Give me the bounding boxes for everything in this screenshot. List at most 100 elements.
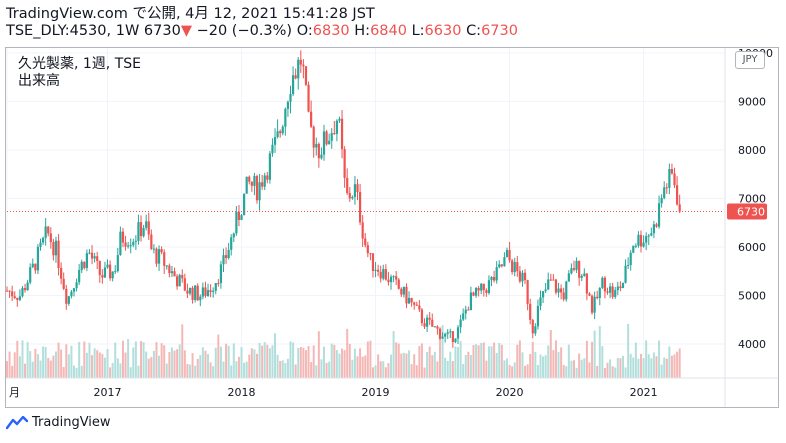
candle-body bbox=[57, 240, 60, 268]
candle-body bbox=[660, 197, 663, 204]
candle-body bbox=[454, 338, 457, 343]
volume-bar bbox=[668, 346, 671, 378]
volume-bar bbox=[459, 341, 462, 378]
volume-bar bbox=[348, 343, 351, 378]
candle-body bbox=[312, 126, 315, 148]
footer-brand[interactable]: TradingView bbox=[6, 415, 111, 430]
volume-bar bbox=[341, 348, 344, 378]
candle-body bbox=[503, 257, 506, 267]
volume-bar bbox=[670, 355, 673, 378]
currency-button[interactable]: JPY bbox=[735, 51, 765, 69]
candle-body bbox=[199, 296, 202, 301]
candle-body bbox=[98, 261, 101, 276]
candle-body bbox=[266, 175, 269, 180]
volume-bar bbox=[207, 354, 210, 378]
volume-bar bbox=[129, 367, 132, 378]
chart-frame[interactable] bbox=[5, 47, 779, 408]
tradingview-logo-icon bbox=[6, 415, 28, 429]
volume-bar bbox=[353, 348, 356, 378]
candle-body bbox=[498, 264, 501, 268]
candle-body bbox=[678, 204, 681, 212]
volume-bar bbox=[160, 343, 163, 378]
candle-body bbox=[214, 282, 217, 291]
volume-bar bbox=[397, 343, 400, 378]
candle-body bbox=[227, 249, 230, 259]
candle-body bbox=[255, 176, 259, 201]
volume-bar bbox=[480, 342, 483, 378]
volume-bar bbox=[57, 342, 60, 378]
volume-bar bbox=[39, 360, 42, 378]
candle-body bbox=[627, 264, 630, 266]
volume-bar bbox=[24, 363, 27, 378]
volume-bar bbox=[410, 364, 413, 378]
volume-bar bbox=[640, 353, 643, 378]
candle-body bbox=[297, 59, 300, 79]
candle-body bbox=[139, 222, 143, 237]
volume-bar bbox=[585, 340, 588, 378]
volume-bar bbox=[258, 342, 261, 378]
volume-bar bbox=[369, 340, 372, 378]
volume-bar bbox=[75, 367, 78, 378]
volume-bar bbox=[212, 366, 215, 378]
volume-bar bbox=[408, 350, 411, 378]
candle-body bbox=[379, 271, 382, 279]
volume-bar bbox=[310, 362, 313, 378]
volume-bar bbox=[132, 347, 135, 378]
candle-body bbox=[482, 283, 485, 291]
snapshot-info-text: TradingView.com で公開, 4月 12, 2021 15:41:2… bbox=[6, 6, 375, 22]
candle-body bbox=[516, 262, 519, 272]
time-tick-label: 2017 bbox=[94, 386, 122, 399]
candle-body bbox=[116, 255, 119, 272]
candle-body bbox=[47, 226, 50, 234]
volume-bar bbox=[678, 348, 681, 378]
volume-bar bbox=[85, 352, 88, 378]
volume-bar bbox=[549, 329, 552, 378]
volume-bar bbox=[578, 353, 581, 378]
candle-body bbox=[268, 153, 271, 180]
candle-body bbox=[603, 277, 607, 292]
candle-body bbox=[580, 275, 583, 278]
candle-body bbox=[423, 323, 426, 327]
volume-bar bbox=[366, 341, 369, 378]
candle-body bbox=[75, 282, 78, 289]
volume-bar bbox=[387, 363, 390, 378]
candle-body bbox=[410, 297, 413, 303]
footer-brand-label: TradingView bbox=[32, 415, 111, 430]
volume-bar bbox=[596, 365, 599, 378]
volume-bar bbox=[266, 344, 269, 378]
candle-body bbox=[289, 94, 292, 102]
volume-bar bbox=[647, 354, 650, 378]
candle-body bbox=[29, 267, 32, 283]
volume-bar bbox=[621, 355, 624, 378]
candle-body bbox=[384, 269, 387, 280]
volume-bar bbox=[428, 346, 431, 378]
candle-body bbox=[490, 276, 493, 281]
volume-bar bbox=[119, 363, 122, 378]
candle-body bbox=[52, 242, 55, 256]
candle-body bbox=[493, 276, 496, 281]
volume-bar bbox=[624, 367, 627, 378]
candle-body bbox=[124, 242, 127, 247]
candle-body bbox=[168, 265, 171, 274]
candle-body bbox=[433, 326, 436, 328]
volume-bar bbox=[467, 351, 470, 378]
volume-bar bbox=[451, 361, 454, 378]
candle-body bbox=[673, 173, 676, 186]
candle-body bbox=[371, 253, 375, 271]
candle-body bbox=[624, 265, 627, 283]
volume-bar bbox=[47, 357, 50, 378]
candle-body bbox=[201, 287, 204, 297]
volume-bar bbox=[217, 334, 220, 378]
candle-body bbox=[23, 288, 27, 291]
volume-bar bbox=[438, 335, 441, 378]
last-price: 6730 bbox=[143, 23, 181, 39]
volume-bar bbox=[21, 340, 24, 378]
volume-bar bbox=[83, 341, 86, 378]
volume-bar bbox=[214, 347, 217, 378]
candle-body bbox=[616, 286, 619, 291]
candle-body bbox=[619, 286, 622, 288]
candle-body bbox=[291, 75, 295, 95]
volume-bar bbox=[565, 366, 568, 378]
candle-body bbox=[474, 288, 478, 296]
volume-bar bbox=[658, 340, 661, 378]
